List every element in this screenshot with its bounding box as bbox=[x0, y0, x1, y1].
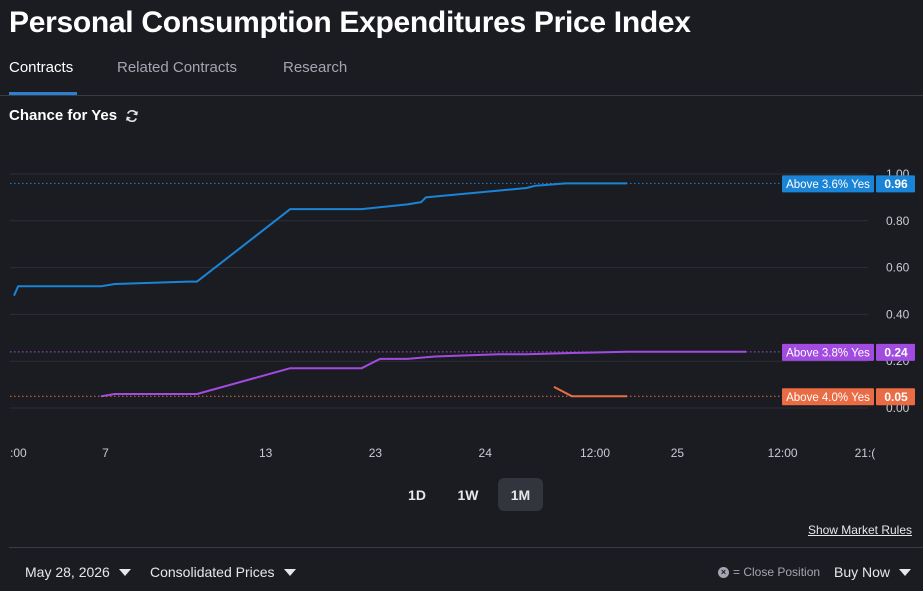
x-tick-label: 7 bbox=[102, 446, 109, 460]
x-tick-label: 12:00 bbox=[580, 446, 610, 460]
series-name-box bbox=[782, 388, 874, 406]
series-name-box bbox=[782, 175, 874, 193]
price-chart: 1.000.800.600.400.200.00 :00 7 13 23 24 12:00… bbox=[10, 167, 915, 460]
tab-contracts[interactable]: Contracts bbox=[9, 59, 74, 76]
series-line bbox=[100, 350, 746, 398]
buy-now-dropdown[interactable]: Buy Now bbox=[834, 564, 912, 580]
series-value-box bbox=[876, 343, 915, 361]
x-tick-label: 13 bbox=[259, 446, 273, 460]
buy-now-label: Buy Now bbox=[834, 564, 891, 580]
divider bbox=[9, 547, 923, 548]
chance-for-yes-header: Chance for Yes bbox=[9, 107, 139, 124]
caret-down-icon bbox=[118, 568, 131, 576]
series-value-label: 0.24 bbox=[884, 345, 908, 359]
caret-down-icon bbox=[283, 568, 296, 576]
tab-related-contracts[interactable]: Related Contracts bbox=[117, 59, 238, 76]
close-position-text: = Close Position bbox=[733, 565, 821, 579]
show-market-rules-link[interactable]: Show Market Rules bbox=[807, 523, 912, 537]
date-value: May 28, 2026 bbox=[25, 564, 110, 580]
prices-dropdown[interactable]: Consolidated Prices bbox=[150, 564, 296, 580]
range-selector: 1D 1W 1M bbox=[395, 478, 545, 512]
date-dropdown[interactable]: May 28, 2026 bbox=[25, 564, 131, 580]
page-title: Personal Consumption Expenditures Price … bbox=[9, 6, 691, 39]
tab-bar: Contracts Related Contracts Research bbox=[0, 54, 923, 96]
series-value-box bbox=[876, 175, 915, 193]
y-tick-label: 0.80 bbox=[886, 214, 910, 228]
close-circle-icon: × bbox=[718, 566, 729, 578]
series-line bbox=[553, 386, 628, 398]
series-value-label: 0.96 bbox=[884, 177, 908, 191]
series-name-box bbox=[782, 343, 874, 361]
series-value-label: 0.05 bbox=[884, 390, 908, 404]
series-value-box bbox=[876, 388, 915, 406]
y-tick-label: 0.40 bbox=[886, 307, 910, 321]
x-tick-label: :00 bbox=[10, 446, 27, 460]
series-name-label: Above 4.0% Yes bbox=[786, 392, 870, 404]
active-tab-indicator bbox=[9, 92, 77, 95]
prices-value: Consolidated Prices bbox=[150, 564, 275, 580]
series-name-label: Above 3.6% Yes bbox=[786, 179, 870, 191]
refresh-icon[interactable] bbox=[125, 109, 139, 123]
close-position-legend: × = Close Position bbox=[718, 565, 820, 579]
footer-bar: May 28, 2026 Consolidated Prices × = Clo… bbox=[0, 548, 923, 591]
x-tick-label: 21:( bbox=[855, 446, 876, 460]
caret-down-icon bbox=[899, 568, 912, 576]
range-1d-button[interactable]: 1D bbox=[399, 478, 435, 511]
x-tick-label: 24 bbox=[479, 446, 493, 460]
series-line bbox=[13, 182, 628, 297]
y-tick-label: 0.60 bbox=[886, 261, 910, 275]
chance-label: Chance for Yes bbox=[9, 107, 118, 124]
x-tick-label: 23 bbox=[369, 446, 383, 460]
range-1w-button[interactable]: 1W bbox=[449, 478, 487, 511]
range-1m-button[interactable]: 1M bbox=[498, 478, 543, 511]
series-name-label: Above 3.8% Yes bbox=[786, 347, 870, 359]
x-tick-label: 12:00 bbox=[768, 446, 798, 460]
tab-research[interactable]: Research bbox=[283, 59, 348, 76]
x-tick-label: 25 bbox=[671, 446, 685, 460]
